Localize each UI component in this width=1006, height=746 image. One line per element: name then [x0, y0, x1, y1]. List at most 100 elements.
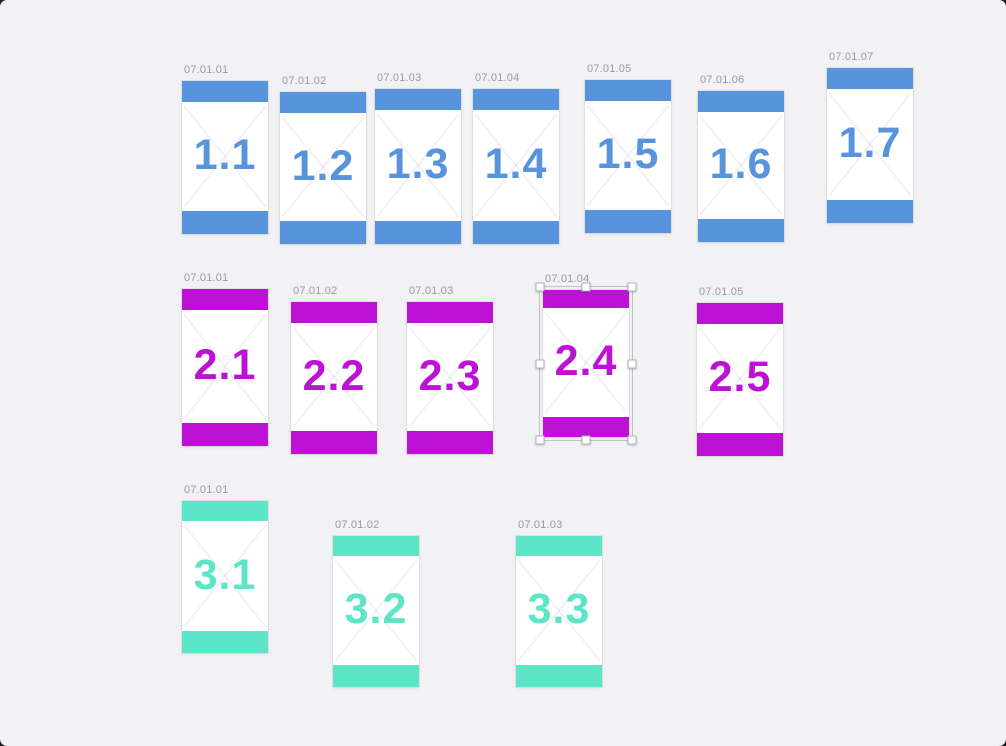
screen-content: 2.4: [543, 308, 629, 417]
screen-content: 2.2: [291, 323, 377, 431]
artboard-frame[interactable]: 2.2: [291, 302, 377, 454]
artboard-2-2[interactable]: 07.01.02 2.2: [291, 285, 377, 454]
screen-content: 3.2: [333, 556, 419, 665]
screen-number: 2.1: [193, 341, 257, 389]
footer-bar: [827, 200, 913, 223]
screen-number: 1.6: [709, 140, 773, 188]
artboard-frame[interactable]: 3.1: [182, 501, 268, 653]
selection-handle-bottom-right[interactable]: [627, 435, 637, 445]
artboard-tag[interactable]: 07.01.03: [409, 285, 454, 297]
footer-bar: [182, 423, 268, 446]
artboard-1-3[interactable]: 07.01.03 1.3: [375, 72, 461, 244]
artboard-frame[interactable]: 2.5: [697, 303, 783, 456]
footer-bar: [182, 211, 268, 234]
artboard-tag[interactable]: 07.01.04: [545, 273, 590, 285]
artboard-frame[interactable]: 2.4: [535, 282, 637, 445]
selection-handle-bottom-left[interactable]: [535, 435, 545, 445]
screen-content: 1.2: [280, 113, 366, 221]
artboard-tag[interactable]: 07.01.01: [184, 64, 229, 76]
screen-content: 1.5: [585, 101, 671, 210]
screen-content: 1.6: [698, 112, 784, 219]
artboard-tag[interactable]: 07.01.06: [700, 74, 745, 86]
screen-number: 2.3: [418, 351, 482, 400]
header-bar: [516, 536, 602, 556]
footer-bar: [473, 221, 559, 244]
footer-bar: [585, 210, 671, 233]
header-bar: [280, 92, 366, 113]
artboard-frame[interactable]: 1.3: [375, 89, 461, 244]
artboard-2-4-selected[interactable]: 07.01.04 2.4: [535, 273, 637, 445]
artboard-tag[interactable]: 07.01.07: [829, 51, 874, 63]
footer-bar: [280, 221, 366, 244]
footer-bar: [291, 431, 377, 454]
footer-bar: [516, 665, 602, 687]
header-bar: [473, 89, 559, 110]
footer-bar: [698, 219, 784, 242]
artboard-1-5[interactable]: 07.01.05 1.5: [585, 63, 671, 233]
artboard-3-1[interactable]: 07.01.01 3.1: [182, 484, 268, 653]
header-bar: [182, 81, 268, 102]
screen-number: 2.2: [302, 351, 366, 400]
artboard-tag[interactable]: 07.01.03: [518, 519, 563, 531]
artboard-frame[interactable]: 1.7: [827, 68, 913, 223]
artboard-tag[interactable]: 07.01.02: [282, 75, 327, 87]
artboard-3-3[interactable]: 07.01.03 3.3: [516, 519, 602, 687]
footer-bar: [182, 631, 268, 653]
screen-content: 3.1: [182, 521, 268, 631]
screen-number: 3.3: [527, 585, 591, 633]
screen-number: 1.1: [193, 131, 257, 179]
selection-handle-top-left[interactable]: [535, 282, 545, 292]
artboard-tag[interactable]: 07.01.05: [699, 286, 744, 298]
selection-handle-middle-left[interactable]: [535, 359, 545, 368]
header-bar: [333, 536, 419, 556]
artboard-frame[interactable]: 2.3: [407, 302, 493, 454]
artboard-tag[interactable]: 07.01.02: [293, 285, 338, 297]
artboard-2-3[interactable]: 07.01.03 2.3: [407, 285, 493, 454]
artboard-frame[interactable]: 1.1: [182, 81, 268, 234]
header-bar: [291, 302, 377, 323]
header-bar: [697, 303, 783, 324]
screen-number: 3.2: [344, 585, 408, 633]
screen-number: 1.7: [838, 119, 902, 167]
screen-content: 1.4: [473, 110, 559, 221]
artboard-frame[interactable]: 3.3: [516, 536, 602, 687]
screen-content: 3.3: [516, 556, 602, 665]
artboard-tag[interactable]: 07.01.03: [377, 72, 422, 84]
artboard-1-6[interactable]: 07.01.06 1.6: [698, 74, 784, 242]
artboard-frame[interactable]: 3.2: [333, 536, 419, 687]
artboard-frame[interactable]: 1.2: [280, 92, 366, 244]
artboard-1-4[interactable]: 07.01.04 1.4: [473, 72, 559, 244]
footer-bar: [407, 431, 493, 454]
header-bar: [698, 91, 784, 112]
artboard-tag[interactable]: 07.01.01: [184, 484, 229, 496]
header-bar: [827, 68, 913, 89]
artboard-1-1[interactable]: 07.01.01 1.1: [182, 64, 268, 234]
artboard-frame[interactable]: 2.1: [182, 289, 268, 446]
artboard-1-2[interactable]: 07.01.02 1.2: [280, 75, 366, 244]
selection-handle-top-right[interactable]: [627, 282, 637, 292]
artboard-3-2[interactable]: 07.01.02 3.2: [333, 519, 419, 687]
screen-content: 1.7: [827, 89, 913, 200]
selection-handle-top-middle[interactable]: [581, 282, 591, 292]
artboard-frame[interactable]: 1.5: [585, 80, 671, 233]
screen-number: 2.4: [554, 337, 618, 385]
screen-content: 2.5: [697, 324, 783, 433]
artboard-frame[interactable]: 1.6: [698, 91, 784, 242]
artboard-2-1[interactable]: 07.01.01 2.1: [182, 272, 268, 446]
artboard-2-5[interactable]: 07.01.05 2.5: [697, 286, 783, 456]
screen-content: 1.1: [182, 102, 268, 211]
artboard-tag[interactable]: 07.01.05: [587, 63, 632, 75]
screen-number: 2.5: [708, 353, 772, 401]
selection-handle-bottom-middle[interactable]: [581, 435, 591, 445]
artboard-tag[interactable]: 07.01.02: [335, 519, 380, 531]
footer-bar: [543, 417, 629, 437]
artboard-tag[interactable]: 07.01.01: [184, 272, 229, 284]
selection-handle-middle-right[interactable]: [627, 359, 637, 368]
header-bar: [182, 501, 268, 521]
artboard-frame[interactable]: 1.4: [473, 89, 559, 244]
artboard-1-7[interactable]: 07.01.07 1.7: [827, 51, 913, 223]
screen-content: 2.1: [182, 310, 268, 423]
screen-number: 1.5: [596, 130, 660, 178]
artboard-tag[interactable]: 07.01.04: [475, 72, 520, 84]
